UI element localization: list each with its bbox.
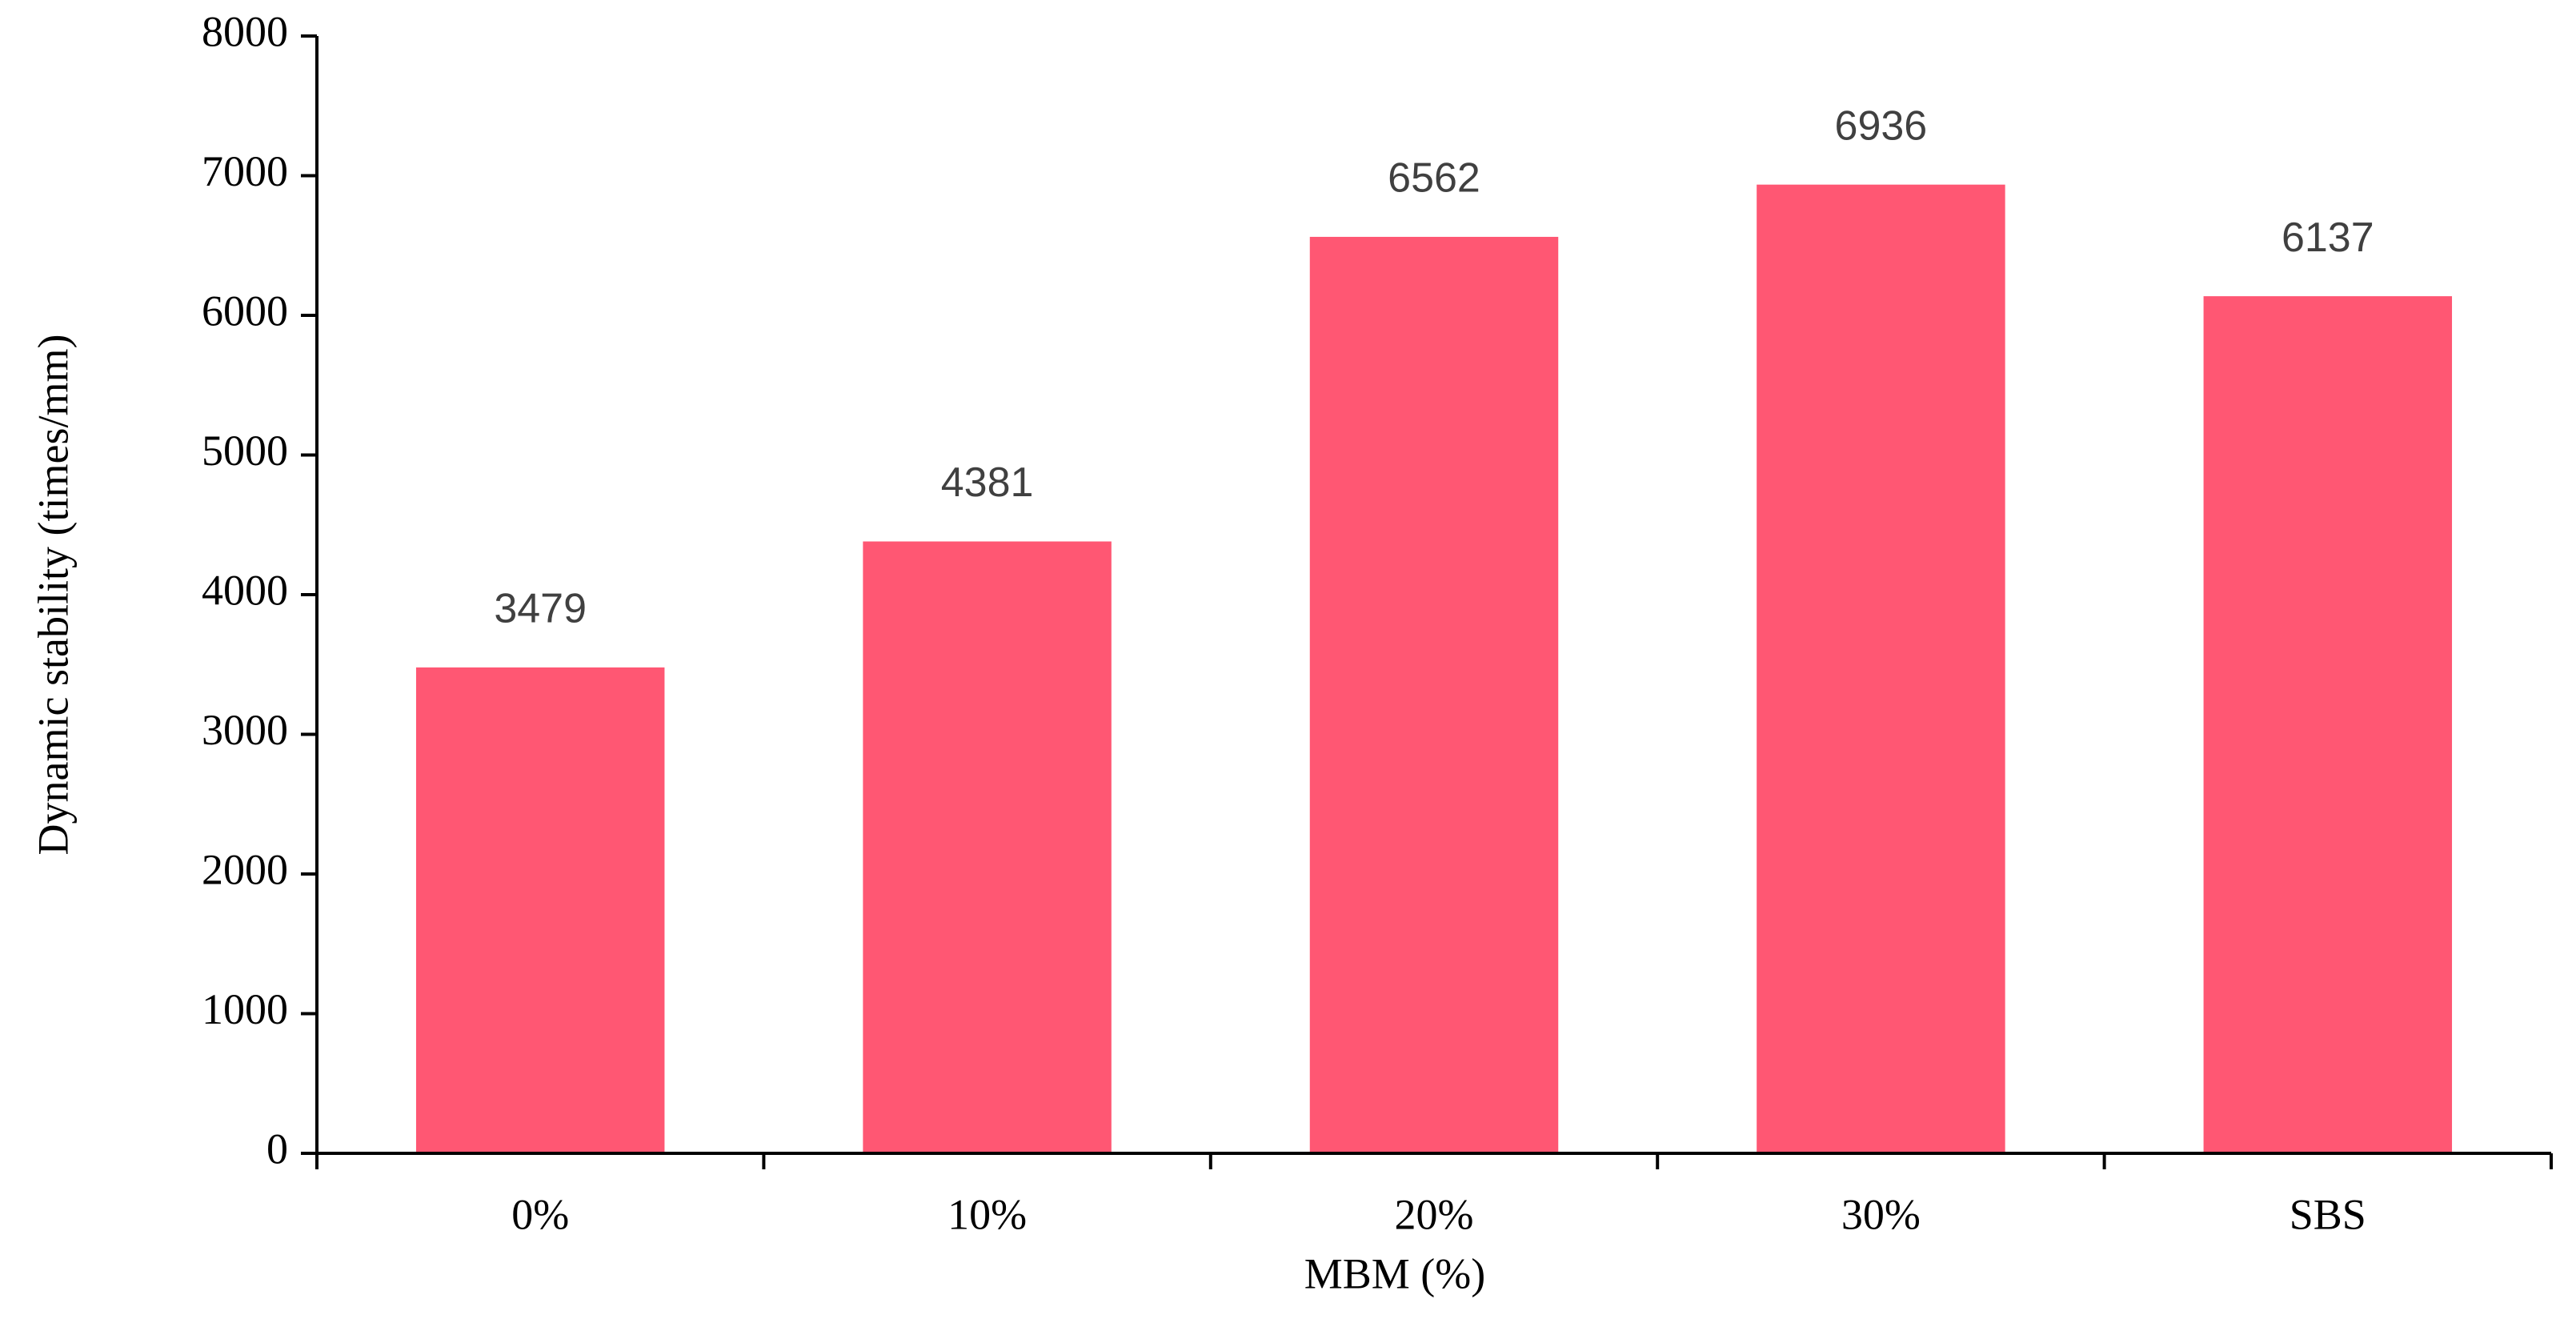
data-label: 6562 [1388,155,1480,202]
y-tick-label: 3000 [202,706,288,754]
y-tick-label: 4000 [202,566,288,614]
y-tick-label: 7000 [202,147,288,195]
x-axis-title: MBM (%) [1304,1249,1486,1297]
y-tick-label: 8000 [202,7,288,55]
bar [1757,184,2005,1154]
y-tick-label: 6000 [202,287,288,335]
data-label: 3479 [494,586,587,632]
data-label: 6137 [2282,214,2374,261]
y-tick-label: 1000 [202,985,288,1033]
bar [1309,236,1559,1153]
y-tick-label: 5000 [202,427,288,475]
x-tick-label: SBS [2290,1190,2366,1238]
x-tick-label: 30% [1841,1190,1921,1238]
bar [415,667,665,1153]
y-tick-label: 2000 [202,845,288,893]
y-axis-title: Dynamic stability (times/mm) [29,335,77,856]
x-tick-label: 10% [947,1190,1027,1238]
bar [2203,296,2453,1153]
x-tick-label: 20% [1395,1190,1474,1238]
data-label: 6936 [1835,102,1928,149]
x-tick-label: 0% [511,1190,569,1238]
y-tick-label: 0 [266,1125,288,1173]
data-label: 4381 [941,459,1034,506]
bar [863,541,1112,1153]
